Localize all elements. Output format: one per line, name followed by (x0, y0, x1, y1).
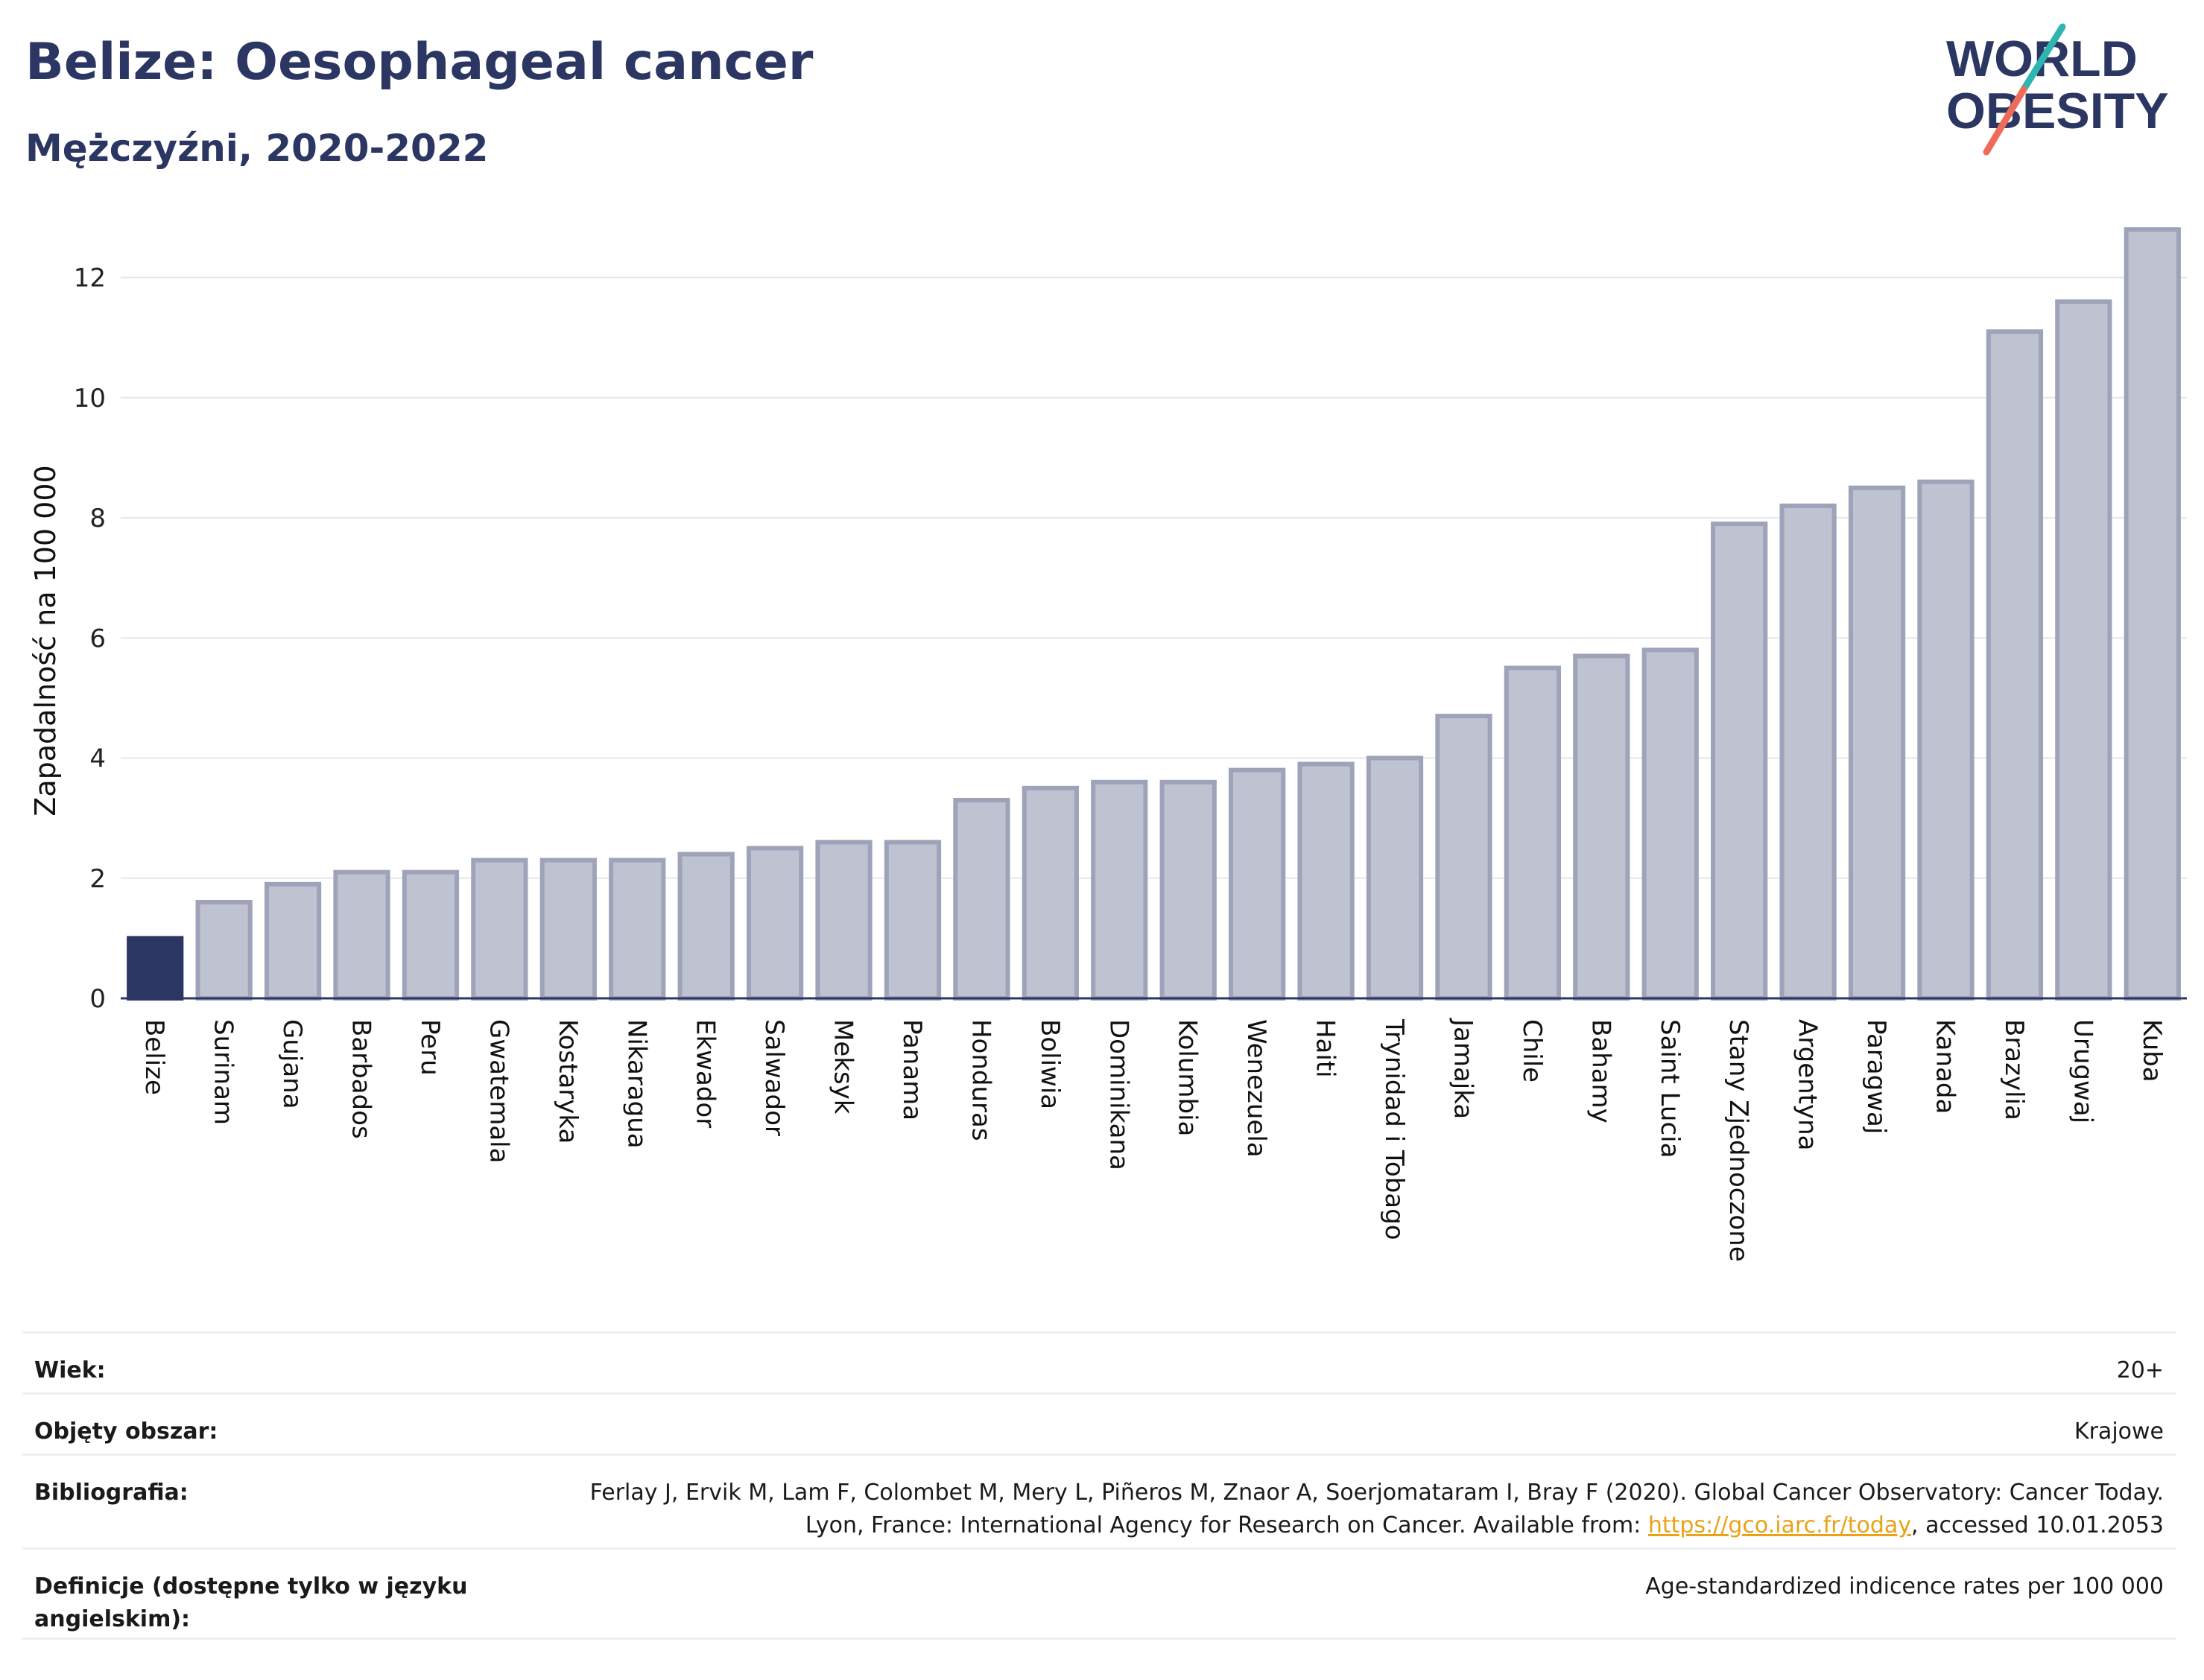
bar-stany-zjednoczone (1711, 522, 1768, 1001)
y-tick-label: 2 (89, 864, 106, 894)
logo-word-obesity: OBESITY (1946, 83, 2169, 139)
meta-age-value: 20+ (2116, 1357, 2164, 1383)
meta-row-age: Wiek: 20+ (22, 1331, 2176, 1392)
y-tick-label: 10 (74, 384, 106, 413)
bar-brazylia (1986, 329, 2044, 1001)
bar-boliwia (1022, 785, 1079, 1001)
x-tick-label: Trynidad i Tobago (1379, 1018, 1409, 1240)
x-tick-label: Kuba (2137, 1019, 2167, 1083)
meta-coverage-value: Krajowe (2074, 1419, 2164, 1445)
bibliography-text: Ferlay J, Ervik M, Lam F, Colombet M, Me… (589, 1480, 2164, 1538)
bar-kuba (2124, 227, 2181, 1001)
bar-kolumbia (1159, 779, 1217, 1001)
bar-belize (127, 936, 184, 1001)
y-tick-label: 12 (74, 264, 106, 294)
x-tick-label: Kolumbia (1173, 1019, 1203, 1136)
bibliography-link[interactable]: https://gco.iarc.fr/today (1647, 1512, 1912, 1538)
bar-kostaryka (539, 858, 597, 1001)
bibliography-accessed: , accessed 10.01.2053 (1911, 1512, 2164, 1538)
logo-slash-coral (1983, 86, 2027, 156)
x-tick-label: Surinam (209, 1019, 238, 1125)
bar-paragwaj (1848, 485, 1906, 1001)
x-tick-label: Haiti (1311, 1019, 1340, 1078)
bar-dominikana (1091, 779, 1148, 1001)
bar-trynidad-i-tobago (1366, 755, 1424, 1001)
world-obesity-logo: WORLD OBESITY (1946, 23, 2169, 156)
bar-chart: 0 2 4 6 8 10 12 Belize Surinam Gujana Barbados Per… (29, 227, 2187, 1262)
x-tick-label: Boliwia (1035, 1019, 1065, 1109)
meta-row-definition: Definicje (dostępne tylko w języku angie… (22, 1547, 2176, 1640)
x-tick-label: Wenezuela (1241, 1019, 1271, 1158)
bar-gujana (264, 881, 322, 1001)
x-tick-label: Peru (415, 1019, 445, 1076)
x-tick-label: Saint Lucia (1655, 1019, 1685, 1158)
bar-chile (1504, 665, 1562, 1001)
bar-barbados (333, 869, 390, 1001)
meta-row-bibliography: Bibliografia: Ferlay J, Ervik M, Lam F, … (22, 1454, 2176, 1547)
meta-bibliography-label: Bibliografia: (34, 1480, 189, 1506)
bar-argentyna (1779, 503, 1837, 1001)
x-tick-label: Urugwaj (2068, 1019, 2097, 1123)
x-tick-label: Honduras (966, 1019, 995, 1141)
bar-honduras (953, 797, 1010, 1001)
grid-lines: 0 2 4 6 8 10 12 (74, 264, 2187, 1014)
meta-coverage-label: Objęty obszar: (34, 1419, 218, 1445)
meta-age-label: Wiek: (34, 1357, 106, 1383)
bar-haiti (1297, 761, 1355, 1001)
bar-panama (884, 840, 942, 1001)
bar-wenezuela (1229, 767, 1286, 1001)
x-tick-label: Belize (139, 1019, 169, 1095)
y-tick-label: 6 (89, 624, 106, 653)
y-tick-label: 0 (89, 984, 106, 1014)
meta-row-coverage: Objęty obszar: Krajowe (22, 1392, 2176, 1454)
x-tick-label: Barbados (346, 1019, 376, 1139)
chart-subtitle: Mężczyźni, 2020-2022 (25, 127, 489, 170)
x-tick-label: Panama (897, 1019, 927, 1120)
meta-definition-label: Definicje (dostępne tylko w języku angie… (34, 1573, 468, 1632)
x-tick-label: Paragwaj (1861, 1019, 1891, 1134)
x-tick-label: Brazylia (1999, 1019, 2029, 1120)
category-labels: Belize Surinam Gujana Barbados Peru Gwatemala… (139, 1018, 2167, 1262)
bars (127, 227, 2181, 1001)
bar-salwador (746, 846, 804, 1001)
x-tick-label: Nikaragua (621, 1019, 651, 1149)
x-tick-label: Gwatemala (484, 1019, 513, 1163)
y-tick-label: 4 (89, 744, 106, 774)
x-tick-label: Ekwador (691, 1019, 721, 1128)
chart-title: Belize: Oesophageal cancer (25, 33, 814, 92)
y-axis-title: Zapadalność na 100 000 (29, 465, 62, 816)
x-tick-label: Jamajka (1448, 1018, 1478, 1119)
meta-bibliography-value: Ferlay J, Ervik M, Lam F, Colombet M, Me… (539, 1477, 2164, 1547)
x-tick-label: Stany Zjednoczone (1723, 1019, 1753, 1262)
bar-peru (402, 869, 460, 1001)
bar-urugwaj (2055, 299, 2112, 1001)
x-tick-label: Chile (1517, 1019, 1547, 1083)
bar-ekwador (677, 852, 735, 1001)
bar-meksyk (815, 840, 873, 1001)
x-tick-label: Kanada (1930, 1019, 1960, 1114)
x-tick-label: Kostaryka (553, 1019, 583, 1144)
y-tick-label: 8 (89, 504, 106, 533)
bar-saint-lucia (1641, 647, 1699, 1001)
x-tick-label: Argentyna (1793, 1019, 1823, 1151)
bar-nikaragua (609, 858, 666, 1001)
x-tick-label: Bahamy (1586, 1019, 1615, 1123)
bar-gwatemala (471, 858, 528, 1001)
x-tick-label: Dominikana (1103, 1019, 1133, 1170)
logo-slash-teal (2020, 23, 2066, 93)
meta-definition-value: Age-standardized indicence rates per 100… (1645, 1573, 2164, 1600)
bar-jamajka (1435, 714, 1492, 1001)
bar-surinam (195, 900, 253, 1001)
bar-kanada (1917, 479, 1975, 1001)
x-tick-label: Salwador (759, 1019, 789, 1136)
bar-bahamy (1573, 653, 1630, 1001)
metadata-table: Wiek: 20+ Objęty obszar: Krajowe Bibliog… (22, 1331, 2176, 1640)
x-tick-label: Meksyk (829, 1019, 858, 1115)
x-tick-label: Gujana (277, 1019, 307, 1109)
